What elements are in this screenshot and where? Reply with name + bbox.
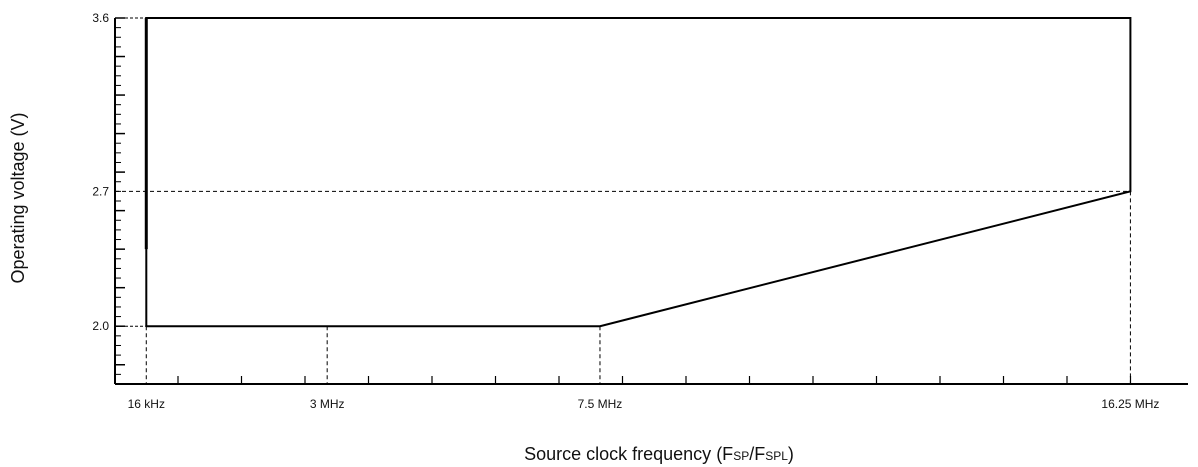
- x-axis-title-close: ): [788, 444, 794, 464]
- x-tick-label: 3 MHz: [310, 397, 345, 411]
- tick-labels: 2.0 2.7 3.6 16 kHz 3 MHz 7.5 MHz 16.25 MHz: [92, 11, 1159, 411]
- x-axis-title: Source clock frequency (FSP/FSPL): [524, 444, 794, 464]
- y-axis-title: Operating voltage (V): [8, 112, 28, 283]
- x-axis-title-main: Source clock frequency (F: [524, 444, 733, 464]
- operating-region: [144, 17, 1132, 328]
- y-tick-label: 2.7: [92, 184, 109, 198]
- x-axis-title-sub-sp: SP: [733, 449, 749, 463]
- tick-marks: [115, 17, 1132, 385]
- y-tick-label: 2.0: [92, 319, 109, 333]
- x-tick-label: 7.5 MHz: [578, 397, 623, 411]
- x-tick-label: 16 kHz: [128, 397, 165, 411]
- x-tick-label: 16.25 MHz: [1101, 397, 1159, 411]
- operating-region-outline: [145, 17, 1132, 328]
- y-tick-label: 3.6: [92, 11, 109, 25]
- x-axis-title-sep: /F: [749, 444, 765, 464]
- axes: [114, 18, 1188, 385]
- x-axis-title-sub-spl: SPL: [765, 449, 788, 463]
- dashed-guide-lines: [115, 17, 1131, 384]
